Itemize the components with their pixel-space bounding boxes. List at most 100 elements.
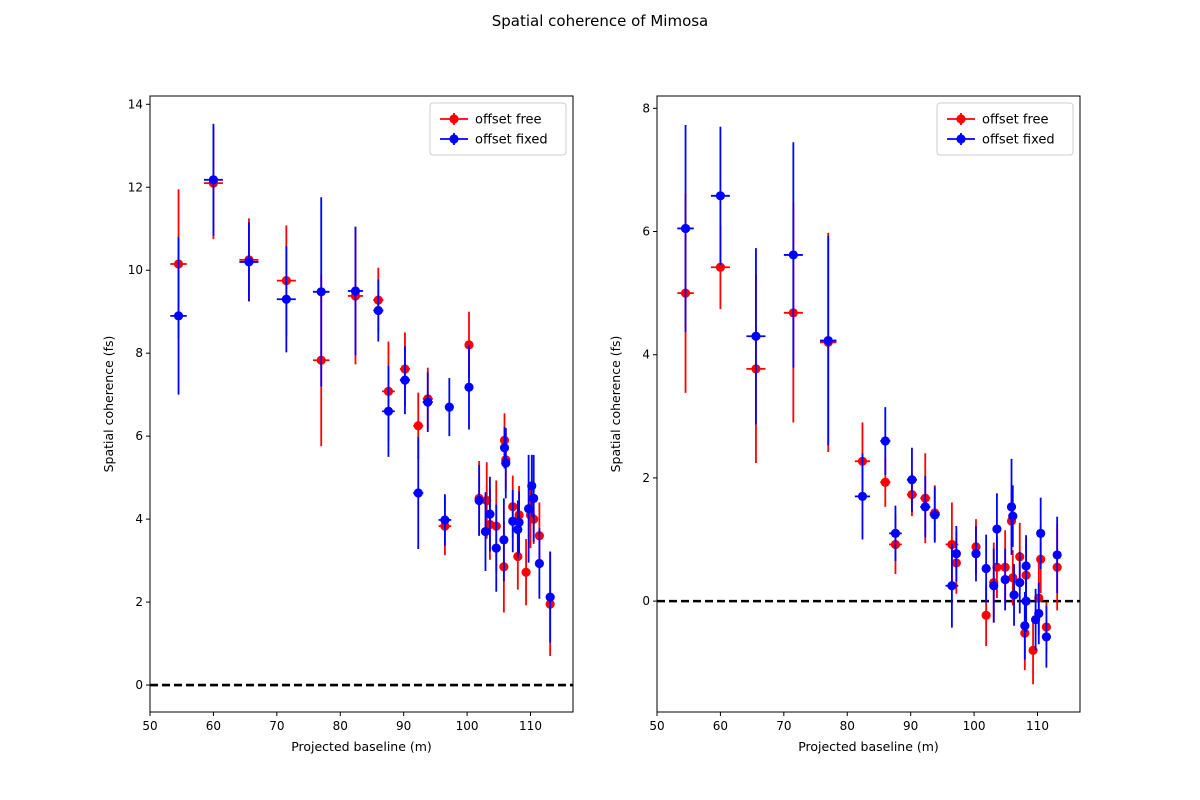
x-tick-label: 90 <box>396 719 411 733</box>
data-point-offset-fixed <box>499 443 510 453</box>
data-point-offset-free <box>981 610 991 620</box>
figure-title: Spatial coherence of Mimosa <box>491 12 709 30</box>
y-tick-label: 2 <box>642 471 650 485</box>
x-tick-label: 60 <box>206 719 221 733</box>
data-point-offset-fixed <box>1052 550 1062 560</box>
data-point-offset-free <box>715 262 726 272</box>
y-tick-label: 6 <box>642 225 650 239</box>
y-axis-label: Spatial coherence (fs) <box>101 336 116 473</box>
data-point-offset-free <box>880 477 890 487</box>
data-point-offset-fixed <box>951 549 961 559</box>
data-point-offset-fixed <box>823 335 833 346</box>
x-tick-label: 70 <box>269 719 284 733</box>
legend-marker <box>449 114 459 124</box>
data-point-offset-fixed <box>464 382 474 392</box>
data-point-offset-fixed <box>1021 596 1031 606</box>
legend: offset free offset fixed <box>429 102 567 156</box>
data-point-offset-fixed <box>715 191 726 201</box>
data-point-offset-fixed <box>350 286 361 296</box>
left-panel: 50 60 70 80 90 100 110 0 2 4 6 8 10 12 14 Projected bas… <box>101 95 574 754</box>
data-point-offset-fixed <box>474 495 484 506</box>
data-point-offset-fixed <box>1020 621 1030 631</box>
x-tick-label: 110 <box>1026 719 1049 733</box>
data-point-offset-fixed <box>920 502 930 512</box>
data-point-offset-fixed <box>880 436 890 446</box>
data-point-offset-fixed <box>173 311 184 321</box>
x-tick-label: 100 <box>456 719 479 733</box>
data-point-offset-fixed <box>440 515 450 525</box>
right-panel: 50 60 70 80 90 100 110 0 2 4 6 8 Projected baseline … <box>608 95 1081 754</box>
x-tick-label: 90 <box>903 719 918 733</box>
data-point-offset-fixed <box>400 375 410 385</box>
data-point-offset-fixed <box>971 549 981 559</box>
legend-label: offset fixed <box>982 133 1055 148</box>
x-tick-label: 110 <box>519 719 542 733</box>
y-tick-label: 6 <box>135 429 143 443</box>
data-point-offset-fixed <box>788 250 798 260</box>
y-tick-label: 10 <box>128 263 143 277</box>
x-tick-label: 80 <box>840 719 855 733</box>
x-axis-label: Projected baseline (m) <box>291 739 432 754</box>
data-point-offset-fixed <box>534 558 544 569</box>
legend-marker <box>956 134 966 144</box>
series-offset-fixed <box>677 124 1062 668</box>
data-point-offset-fixed <box>281 294 291 304</box>
data-point-offset-fixed <box>907 475 917 485</box>
data-point-offset-fixed <box>1015 578 1025 588</box>
data-point-offset-fixed <box>947 581 957 591</box>
legend-box <box>429 102 567 156</box>
y-tick-label: 4 <box>135 512 143 526</box>
data-point-offset-fixed <box>485 509 495 519</box>
series-offset-fixed <box>170 123 555 643</box>
data-point-offset-fixed <box>992 524 1002 534</box>
legend-label: offset free <box>475 113 542 128</box>
x-tick-label: 70 <box>776 719 791 733</box>
data-point-offset-fixed <box>1021 561 1031 571</box>
data-point-offset-fixed <box>373 305 383 316</box>
data-point-offset-fixed <box>423 397 433 407</box>
data-point-offset-fixed <box>1000 574 1010 585</box>
data-point-offset-fixed <box>513 524 523 535</box>
y-tick-label: 12 <box>128 180 143 194</box>
data-point-offset-fixed <box>501 458 511 468</box>
y-tick-label: 0 <box>642 594 650 608</box>
y-tick-label: 8 <box>642 101 650 115</box>
data-point-offset-fixed <box>413 488 423 498</box>
legend-box <box>936 102 1074 156</box>
data-point-offset-fixed <box>981 563 991 574</box>
data-point-offset-fixed <box>930 510 940 520</box>
legend-label: offset fixed <box>475 133 548 148</box>
data-point-offset-fixed <box>989 581 999 591</box>
data-point-offset-fixed <box>545 592 555 602</box>
data-point-offset-fixed <box>514 517 524 528</box>
x-tick-label: 50 <box>649 719 664 733</box>
data-point-offset-fixed <box>890 528 901 538</box>
y-tick-label: 0 <box>135 678 143 692</box>
data-point-offset-fixed <box>857 491 868 501</box>
data-point-offset-fixed <box>529 493 539 503</box>
legend-marker <box>449 134 459 144</box>
legend-marker <box>956 114 966 124</box>
data-point-offset-fixed <box>1036 528 1046 538</box>
legend: offset free offset fixed <box>936 102 1074 156</box>
data-point-offset-fixed <box>316 287 326 297</box>
data-point-offset-fixed <box>527 481 537 491</box>
data-point-offset-fixed <box>444 402 454 412</box>
legend-label: offset free <box>982 113 1049 128</box>
data-point-offset-fixed <box>499 535 509 545</box>
data-point-offset-fixed <box>1008 511 1018 521</box>
data-point-offset-fixed <box>1041 632 1051 642</box>
x-tick-label: 100 <box>963 719 986 733</box>
data-point-offset-fixed <box>208 175 219 185</box>
data-point-offset-fixed <box>244 257 254 267</box>
y-tick-label: 2 <box>135 595 143 609</box>
data-point-offset-fixed <box>751 331 761 341</box>
y-axis-label: Spatial coherence (fs) <box>608 336 623 473</box>
y-tick-label: 8 <box>135 346 143 360</box>
data-point-offset-fixed <box>1006 502 1017 512</box>
series-offset-free <box>677 193 1062 685</box>
y-tick-label: 4 <box>642 348 650 362</box>
x-axis-label: Projected baseline (m) <box>798 739 939 754</box>
data-point-offset-fixed <box>383 406 394 416</box>
data-point-offset-fixed <box>680 223 691 234</box>
